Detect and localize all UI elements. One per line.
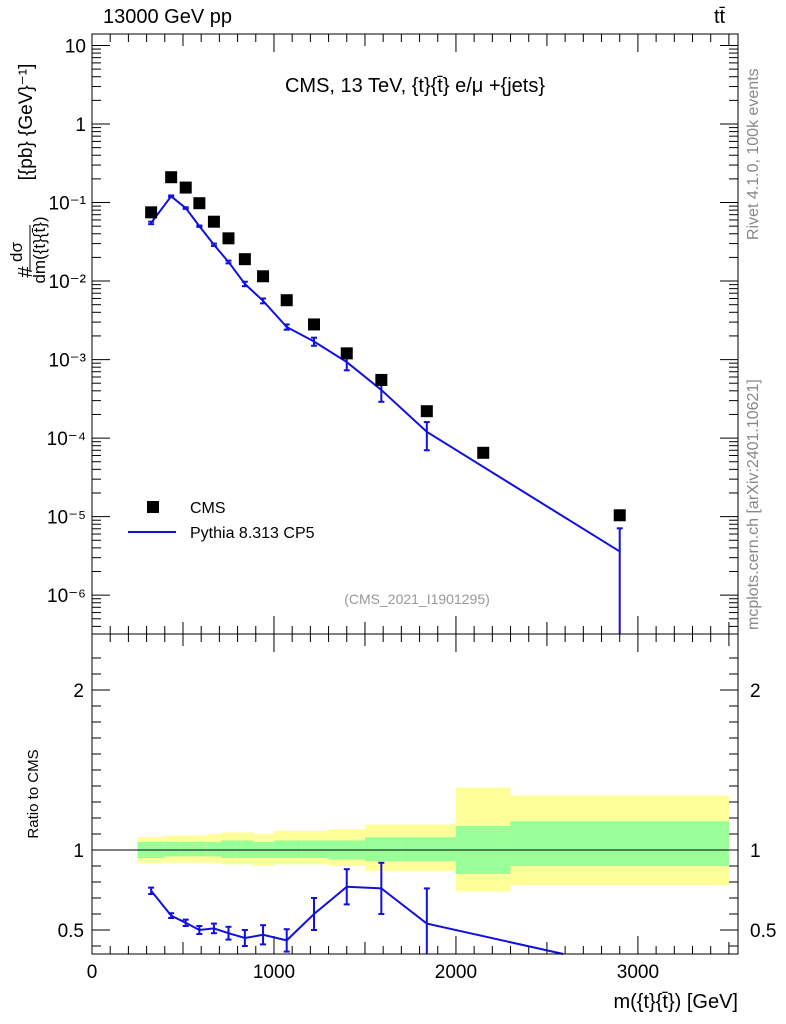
ratio-ytick-label: 2 bbox=[73, 681, 84, 702]
legend-label-cms: CMS bbox=[190, 500, 226, 517]
cms-data-point bbox=[613, 509, 626, 522]
uncertainty-band-inner bbox=[273, 840, 302, 858]
ratio-y-label: Ratio to CMS bbox=[25, 749, 42, 838]
y-axis-label: # dσ dm({t}{t̄}) [{pb} {GeV}⁻¹] bbox=[7, 64, 49, 284]
y-axis-frac-num: dσ bbox=[7, 242, 26, 262]
y-axis-frac-den: dm({t}{t̄}) bbox=[30, 216, 49, 283]
main-ytick-label: 10⁻³ bbox=[49, 351, 87, 372]
legend: CMS Pythia 8.313 CP5 bbox=[128, 500, 315, 542]
cms-data-point bbox=[280, 294, 293, 307]
uncertainty-band-inner bbox=[301, 840, 329, 858]
header-right: tt̄ bbox=[714, 6, 726, 28]
uncertainty-band-inner bbox=[510, 821, 729, 866]
cms-data-point bbox=[477, 446, 490, 459]
main-ytick-label: 10 bbox=[65, 36, 86, 57]
ratio-frame bbox=[91, 633, 739, 955]
y-axis-label-text: # bbox=[15, 266, 37, 278]
ratio-line bbox=[150, 885, 564, 955]
main-ytick-label: 10⁻⁴ bbox=[47, 429, 86, 450]
y-axis-units: [{pb} {GeV}⁻¹] bbox=[16, 64, 37, 181]
cms-data-point bbox=[179, 181, 192, 194]
legend-label-mc: Pythia 8.313 CP5 bbox=[190, 525, 315, 542]
xtick-label: 0 bbox=[87, 962, 98, 983]
header-left: 13000 GeV pp bbox=[103, 6, 232, 28]
xtick-label: 1000 bbox=[253, 962, 295, 983]
uncertainty-band-inner bbox=[164, 842, 180, 857]
y-axis-hash: # bbox=[15, 266, 37, 278]
main-title: CMS, 13 TeV, {t}{t̄} e/μ +{jets} bbox=[285, 75, 545, 97]
cms-data-point bbox=[257, 270, 270, 283]
uncertainty-band-inner bbox=[221, 840, 236, 858]
watermark: (CMS_2021_I1901295) bbox=[344, 591, 490, 607]
xtick-label: 3000 bbox=[617, 962, 659, 983]
cms-data-point bbox=[207, 215, 220, 228]
main-ytick-label: 10⁻⁶ bbox=[47, 586, 86, 607]
cms-data-point bbox=[222, 232, 235, 245]
uncertainty-band-inner bbox=[401, 837, 456, 862]
mc-line bbox=[150, 194, 621, 553]
cms-data-point bbox=[238, 253, 251, 266]
cms-data-point bbox=[420, 405, 433, 418]
main-frame bbox=[91, 33, 739, 635]
main-ytick-label: 10⁻¹ bbox=[49, 194, 87, 215]
uncertainty-band-inner bbox=[206, 842, 222, 857]
cms-data-point bbox=[308, 318, 321, 331]
uncertainty-band-inner bbox=[192, 842, 207, 857]
ratio-ytick-label: 1 bbox=[73, 841, 84, 862]
cms-data-point bbox=[193, 197, 206, 210]
cms-data-point bbox=[375, 373, 388, 386]
main-panel: CMS, 13 TeV, {t}{t̄} e/μ +{jets} (CMS_20… bbox=[7, 33, 739, 635]
ratio-ytick-label-right: 2 bbox=[750, 681, 761, 702]
x-axis-label: m({t}{t̄}) [GeV] bbox=[613, 991, 738, 1013]
main-ytick-label: 10⁻² bbox=[49, 272, 87, 293]
ratio-ytick-label-right: 1 bbox=[750, 841, 761, 862]
main-ytick-label: 1 bbox=[75, 115, 86, 136]
uncertainty-band-inner bbox=[179, 842, 193, 857]
uncertainty-band-inner bbox=[235, 840, 254, 858]
ratio-ytick-label-right: 0.5 bbox=[750, 921, 776, 942]
cms-data-point bbox=[145, 206, 158, 219]
ratio-panel: 0.5 0.5 1 1 2 2 0 1000 2000 3000 Ratio to CMS m({… bbox=[25, 633, 776, 1013]
cms-data-point bbox=[165, 171, 178, 184]
ratio-ytick-label: 0.5 bbox=[58, 921, 84, 942]
xtick-label: 2000 bbox=[435, 962, 477, 983]
legend-marker-cms bbox=[147, 501, 159, 513]
uncertainty-band-inner bbox=[364, 837, 402, 862]
main-ytick-label: 10⁻⁵ bbox=[47, 508, 86, 529]
cms-data-point bbox=[340, 347, 353, 360]
